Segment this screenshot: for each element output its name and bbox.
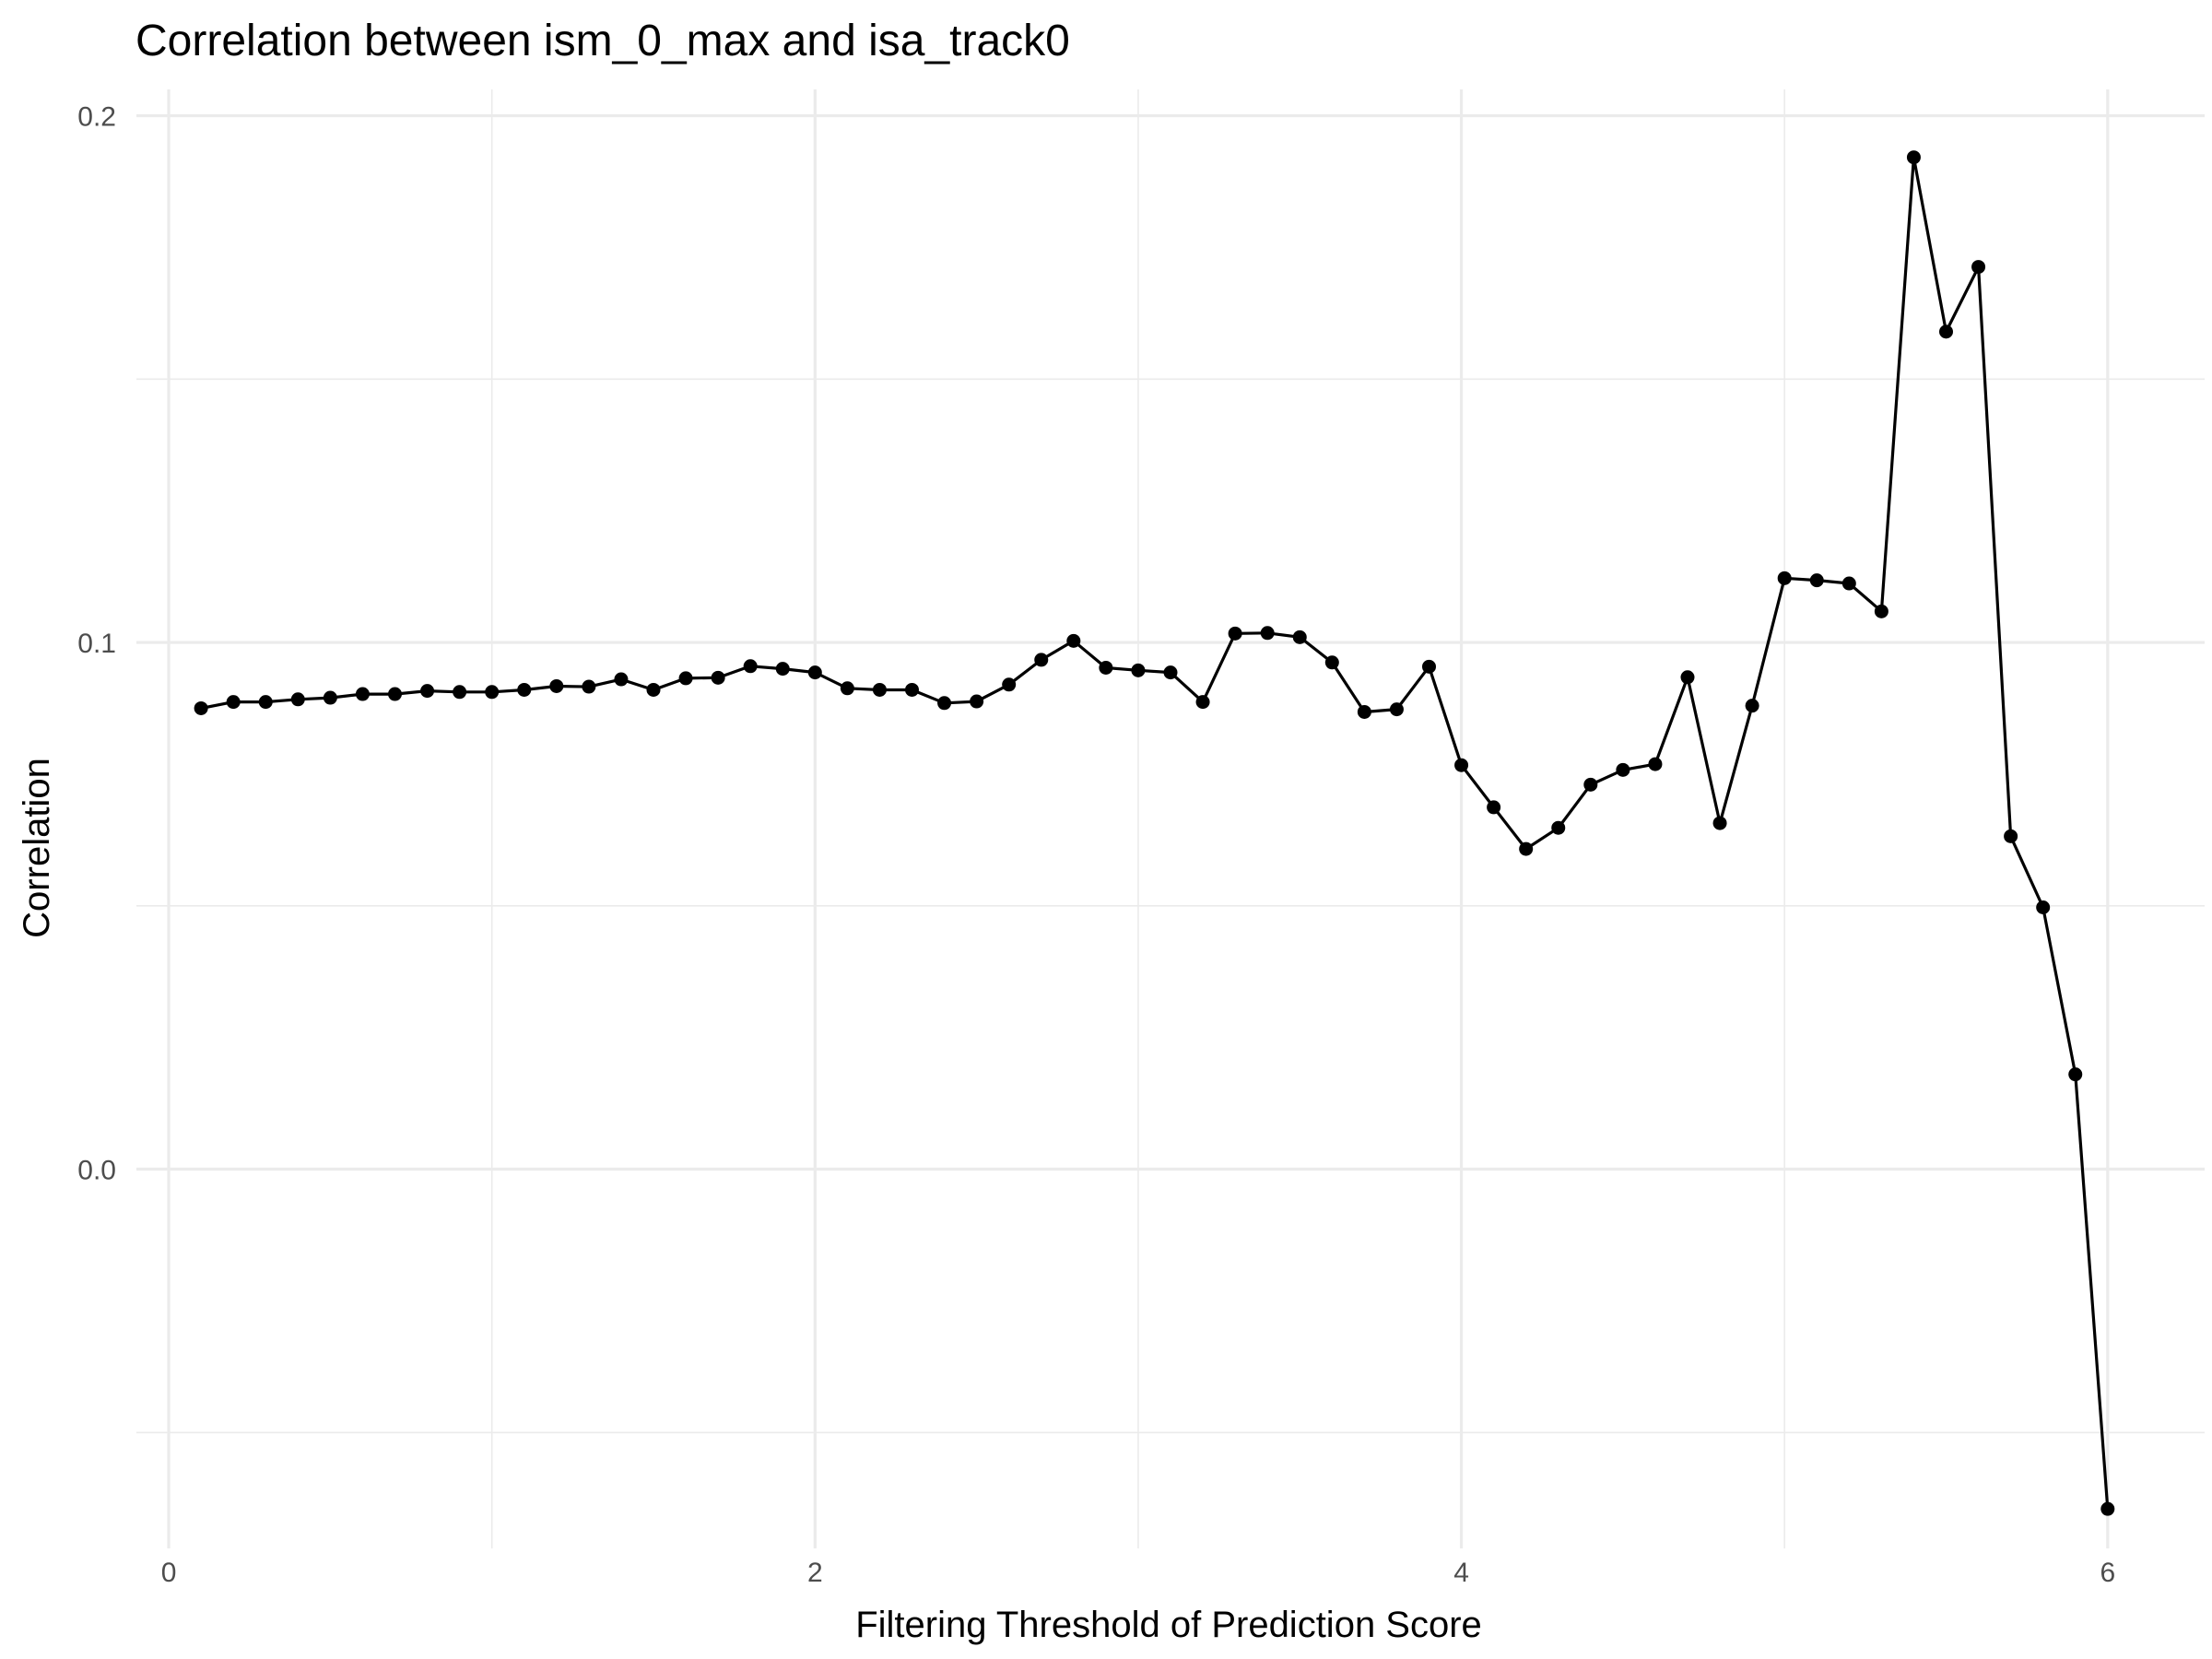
data-point — [388, 687, 402, 701]
data-point — [1034, 653, 1049, 667]
data-point — [1292, 629, 1307, 644]
y-tick-label: 0.2 — [77, 102, 116, 133]
data-point — [453, 685, 467, 700]
data-point — [678, 671, 693, 686]
data-point — [226, 695, 241, 710]
data-point — [905, 682, 919, 697]
data-point — [1163, 665, 1178, 680]
grid — [136, 89, 2205, 1548]
y-axis-ticks: 0.0 0.1 0.2 — [77, 102, 116, 1186]
data-point — [1809, 573, 1824, 588]
data-point — [840, 681, 854, 696]
data-point — [258, 695, 273, 710]
data-point — [355, 687, 370, 701]
data-point — [1454, 758, 1469, 772]
data-point — [1712, 816, 1727, 830]
series — [194, 150, 2115, 1516]
y-axis-title: Correlation — [17, 758, 57, 938]
data-point — [2068, 1067, 2083, 1082]
data-point — [1648, 757, 1663, 771]
data-point — [970, 694, 984, 709]
data-point — [1260, 626, 1275, 641]
data-point — [711, 670, 725, 685]
x-axis-ticks: 0 2 4 6 — [161, 1558, 2115, 1588]
data-point — [937, 696, 952, 711]
data-point — [1422, 659, 1436, 674]
y-tick-label: 0.0 — [77, 1156, 116, 1186]
x-tick-label: 4 — [1453, 1558, 1469, 1588]
data-point — [194, 700, 208, 715]
data-point — [646, 682, 661, 697]
data-point — [807, 665, 822, 680]
data-point — [323, 690, 337, 705]
data-point — [1357, 704, 1371, 719]
data-point — [1551, 820, 1566, 835]
x-axis-title: Filtering Threshold of Prediction Score — [855, 1605, 1482, 1645]
data-point — [549, 678, 564, 693]
data-point — [775, 662, 790, 677]
data-point — [582, 679, 596, 694]
data-point — [1389, 702, 1404, 717]
data-point — [1971, 260, 1986, 275]
data-point — [1583, 777, 1598, 792]
data-point — [485, 685, 500, 700]
data-point — [743, 659, 758, 674]
x-tick-label: 0 — [161, 1558, 177, 1588]
data-point — [1487, 800, 1501, 815]
data-point — [2004, 829, 2018, 843]
data-point — [2036, 900, 2051, 915]
data-point — [1939, 324, 1953, 339]
data-point — [1228, 626, 1242, 641]
x-tick-label: 2 — [807, 1558, 823, 1588]
data-point — [872, 682, 887, 697]
data-point — [1616, 762, 1630, 777]
data-point — [1131, 663, 1146, 677]
y-tick-label: 0.1 — [77, 629, 116, 659]
data-point — [1324, 655, 1339, 670]
data-point — [1519, 841, 1534, 856]
data-point — [1874, 604, 1888, 618]
data-point — [1099, 660, 1113, 675]
data-point — [420, 684, 435, 699]
data-point — [1066, 633, 1081, 648]
series-line — [200, 156, 2110, 1510]
data-point — [1195, 695, 1210, 710]
data-point — [290, 692, 305, 707]
data-point — [1745, 699, 1759, 713]
data-point — [1841, 576, 1856, 591]
chart-title: Correlation between ism_0_max and isa_tr… — [135, 17, 1070, 65]
x-tick-label: 6 — [2100, 1558, 2115, 1588]
data-point — [1906, 150, 1921, 165]
data-point — [1680, 670, 1695, 685]
data-point — [1002, 677, 1017, 692]
data-point — [517, 682, 532, 697]
data-point — [2100, 1501, 2115, 1516]
data-point — [614, 672, 629, 687]
data-point — [1777, 571, 1792, 585]
